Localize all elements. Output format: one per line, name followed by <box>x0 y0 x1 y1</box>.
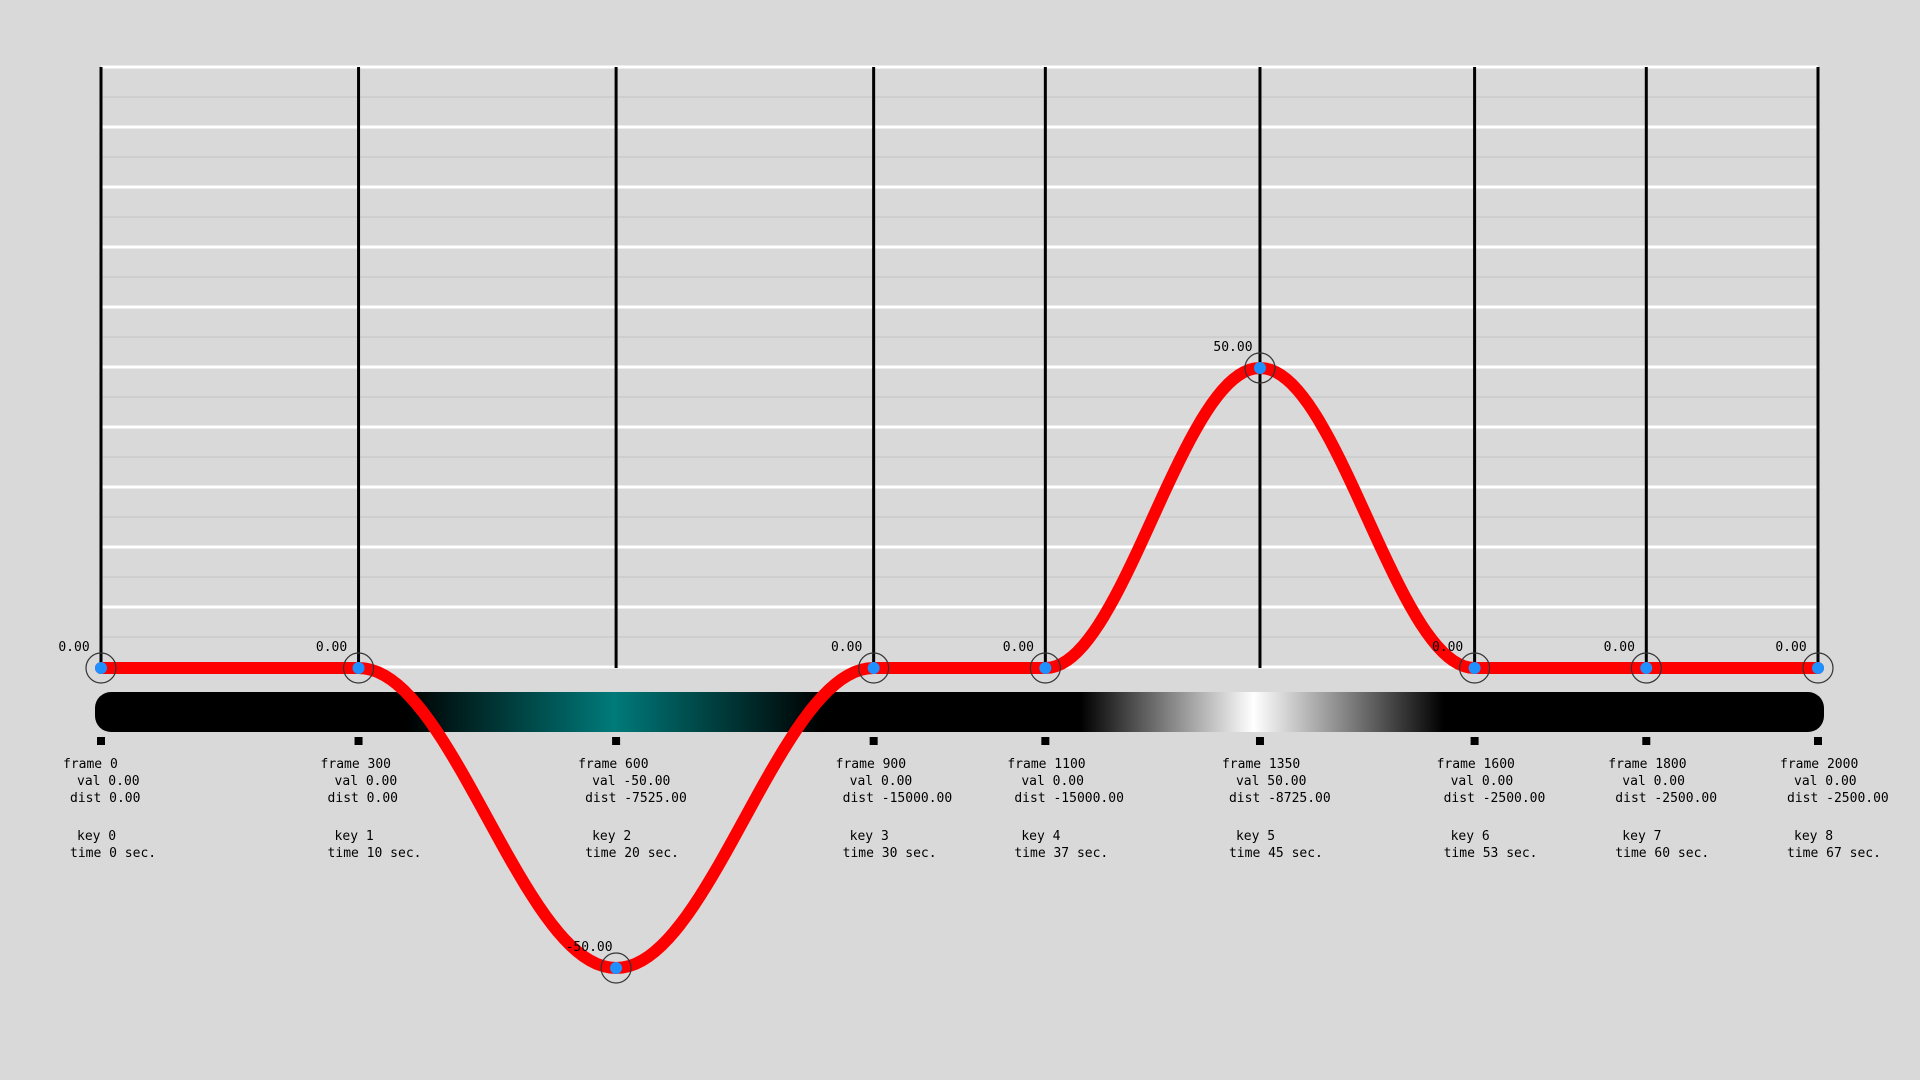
value-labels: 0.00 0.00 -50.00 0.00 0.00 50.00 0.00 0.00 0.00 <box>58 340 1806 955</box>
dist-label-6: dist -2500.00 <box>1444 791 1546 806</box>
frame-tick-7 <box>1642 737 1651 745</box>
time-label-3: time 30 sec. <box>843 846 937 861</box>
val-label-0: val 0.00 <box>77 774 140 789</box>
frame-tick-4 <box>1041 737 1050 745</box>
value-label-2: -50.00 <box>566 940 613 955</box>
frame-label-8: frame 2000 <box>1780 757 1858 772</box>
value-label-7: 0.00 <box>1604 640 1635 655</box>
keyframe-point-0[interactable] <box>95 662 107 674</box>
keyframe-point-6[interactable] <box>1468 662 1481 674</box>
frame-label-1: frame 300 <box>321 757 391 772</box>
val-label-6: val 0.00 <box>1451 774 1514 789</box>
keyframe-points[interactable] <box>85 352 1834 984</box>
frame-label-5: frame 1350 <box>1222 757 1300 772</box>
timeline-gradient-bar <box>95 692 1824 732</box>
keyframe-handle-ring-0[interactable] <box>85 652 117 684</box>
key-label-4: key 4 <box>1021 829 1060 844</box>
key-label-7: key 7 <box>1622 829 1661 844</box>
frame-tick-5 <box>1255 737 1264 745</box>
keyframe-handle-ring-2[interactable] <box>600 952 632 984</box>
keyframe-handle-ring-8[interactable] <box>1802 652 1834 684</box>
frame-tick-0 <box>97 737 105 745</box>
value-label-4: 0.00 <box>1003 640 1034 655</box>
dist-label-8: dist -2500.00 <box>1787 791 1889 806</box>
val-label-5: val 50.00 <box>1236 774 1306 789</box>
time-label-6: time 53 sec. <box>1444 846 1538 861</box>
frame-tick-8 <box>1814 737 1822 745</box>
value-label-5: 50.00 <box>1213 340 1252 355</box>
keyframe-point-5[interactable] <box>1253 362 1266 374</box>
frame-tick-2 <box>612 737 621 745</box>
dist-label-0: dist 0.00 <box>70 791 140 806</box>
keyframe-point-4[interactable] <box>1039 662 1052 674</box>
keyframe-point-1[interactable] <box>352 662 365 674</box>
value-label-8: 0.00 <box>1775 640 1806 655</box>
frame-label-3: frame 900 <box>836 757 906 772</box>
frame-label-2: frame 600 <box>578 757 648 772</box>
grid-lines <box>101 65 1818 669</box>
dist-label-1: dist 0.00 <box>328 791 398 806</box>
frame-label-6: frame 1600 <box>1437 757 1515 772</box>
key-label-0: key 0 <box>77 829 116 844</box>
time-label-7: time 60 sec. <box>1615 846 1709 861</box>
frame-label-7: frame 1800 <box>1608 757 1686 772</box>
keyframe-handle-ring-3[interactable] <box>858 652 890 684</box>
time-label-2: time 20 sec. <box>585 846 679 861</box>
value-label-6: 0.00 <box>1432 640 1463 655</box>
dist-label-3: dist -15000.00 <box>843 791 953 806</box>
keyframe-handle-ring-5[interactable] <box>1244 352 1276 384</box>
key-info-labels: frame 0 val 0.00 dist 0.00 key 0 time 0 sec.… <box>63 757 1889 861</box>
keyframe-handle-ring-4[interactable] <box>1029 652 1061 684</box>
frame-label-0: frame 0 <box>63 757 118 772</box>
val-label-4: val 0.00 <box>1021 774 1084 789</box>
key-label-6: key 6 <box>1451 829 1490 844</box>
frame-tick-6 <box>1470 737 1479 745</box>
frame-tick-1 <box>354 737 363 745</box>
key-label-5: key 5 <box>1236 829 1275 844</box>
keyframe-point-7[interactable] <box>1640 662 1653 674</box>
dist-label-4: dist -15000.00 <box>1014 791 1124 806</box>
val-label-8: val 0.00 <box>1794 774 1857 789</box>
value-label-1: 0.00 <box>316 640 347 655</box>
key-label-3: key 3 <box>850 829 889 844</box>
keyframe-handle-ring-7[interactable] <box>1630 652 1662 684</box>
time-label-5: time 45 sec. <box>1229 846 1323 861</box>
val-label-1: val 0.00 <box>335 774 398 789</box>
time-label-4: time 37 sec. <box>1014 846 1108 861</box>
key-label-8: key 8 <box>1794 829 1833 844</box>
keyframe-point-8[interactable] <box>1812 662 1824 674</box>
keyframe-point-2[interactable] <box>610 962 623 974</box>
time-label-0: time 0 sec. <box>70 846 156 861</box>
val-label-2: val -50.00 <box>592 774 670 789</box>
keyframe-handle-ring-1[interactable] <box>342 652 375 684</box>
keyframe-handle-ring-6[interactable] <box>1458 652 1491 684</box>
keyframe-point-3[interactable] <box>867 662 880 674</box>
key-label-2: key 2 <box>592 829 631 844</box>
dist-label-7: dist -2500.00 <box>1615 791 1717 806</box>
value-label-3: 0.00 <box>831 640 862 655</box>
val-label-3: val 0.00 <box>850 774 913 789</box>
dist-label-2: dist -7525.00 <box>585 791 687 806</box>
dist-label-5: dist -8725.00 <box>1229 791 1331 806</box>
frame-ticks <box>97 737 1822 745</box>
key-label-1: key 1 <box>335 829 374 844</box>
time-label-8: time 67 sec. <box>1787 846 1881 861</box>
val-label-7: val 0.00 <box>1622 774 1685 789</box>
time-label-1: time 10 sec. <box>328 846 422 861</box>
frame-label-4: frame 1100 <box>1007 757 1085 772</box>
value-label-0: 0.00 <box>58 640 89 655</box>
frame-tick-3 <box>869 737 878 745</box>
